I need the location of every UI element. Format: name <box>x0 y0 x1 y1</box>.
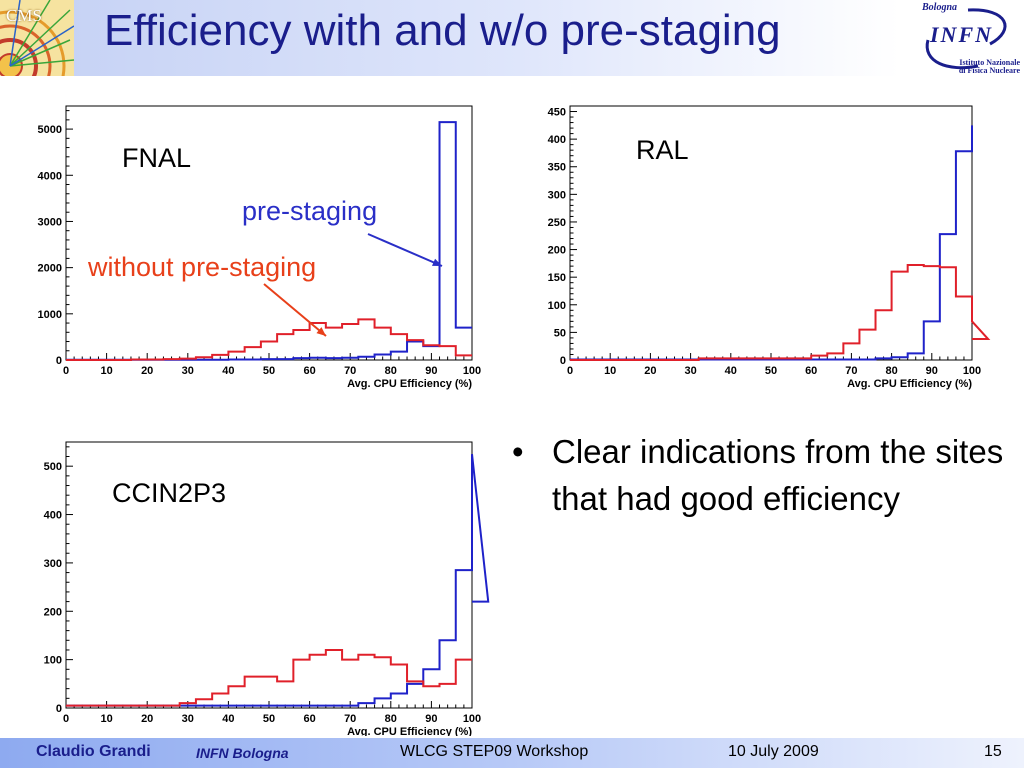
x-tick-label: 50 <box>263 713 275 725</box>
x-tick-label: 0 <box>63 713 69 725</box>
histogram-svg: 0 10 20 30 40 50 60 70 80 90 100 0 100 200 300 400 500 Av… <box>44 441 490 736</box>
y-tick-label: 0 <box>560 355 566 367</box>
y-tick-label: 400 <box>44 510 62 522</box>
x-tick-label: 90 <box>926 365 938 377</box>
y-tick-label: 150 <box>548 272 566 284</box>
x-axis-label: Avg. CPU Efficiency (%) <box>347 378 472 390</box>
x-tick-label: 10 <box>100 713 112 725</box>
footer-author: Claudio Grandi <box>36 743 151 760</box>
annotation-arrowhead <box>316 327 326 336</box>
y-tick-label: 5000 <box>38 124 62 136</box>
x-tick-label: 80 <box>385 365 397 377</box>
x-tick-label: 20 <box>141 365 153 377</box>
x-tick-label: 30 <box>684 365 696 377</box>
x-tick-label: 70 <box>344 365 356 377</box>
annotation-arrow <box>367 233 443 267</box>
plot-frame <box>569 105 973 361</box>
x-axis-label: Avg. CPU Efficiency (%) <box>847 378 972 390</box>
x-tick-label: 60 <box>805 365 817 377</box>
annotation-arrow <box>263 283 327 337</box>
x-tick-label: 60 <box>303 365 315 377</box>
footer-institution: INFN Bologna <box>196 745 289 761</box>
x-tick-label: 10 <box>100 365 112 377</box>
x-tick-label: 10 <box>604 365 616 377</box>
x-tick-label: 0 <box>63 365 69 377</box>
slide-title: Efficiency with and w/o pre-staging <box>104 6 781 55</box>
x-tick-label: 70 <box>344 713 356 725</box>
x-tick-label: 60 <box>303 713 315 725</box>
x-tick-label: 90 <box>425 365 437 377</box>
y-tick-label: 1000 <box>38 309 62 321</box>
y-tick-label: 500 <box>44 461 62 473</box>
y-tick-label: 0 <box>56 703 62 715</box>
bullet-list: • Clear indications from the sites that … <box>512 428 1012 522</box>
annotation-label: without pre-staging <box>87 252 316 282</box>
y-tick-label: 0 <box>56 355 62 367</box>
infn-logo-sub2: di Fisica Nucleare <box>958 66 1020 75</box>
x-tick-label: 50 <box>263 365 275 377</box>
x-tick-label: 0 <box>567 365 573 377</box>
cms-logo: CMS <box>0 0 74 76</box>
x-tick-label: 40 <box>222 365 234 377</box>
y-tick-label: 100 <box>548 300 566 312</box>
infn-logo: Bologna INFN Istituto Nazionale di Fisic… <box>918 0 1024 76</box>
x-tick-label: 70 <box>845 365 857 377</box>
bullet-dot: • <box>512 433 524 470</box>
y-tick-label: 200 <box>548 245 566 257</box>
infn-logo-arc-icon <box>925 8 1007 70</box>
x-tick-label: 30 <box>182 713 194 725</box>
cms-logo-text: CMS <box>6 6 42 25</box>
infn-logo-sub1: Istituto Nazionale <box>959 58 1020 67</box>
footer-date: 10 July 2009 <box>728 743 819 760</box>
x-tick-label: 40 <box>222 713 234 725</box>
x-tick-label: 100 <box>963 365 981 377</box>
y-tick-label: 400 <box>548 134 566 146</box>
y-tick-label: 350 <box>548 162 566 174</box>
x-tick-label: 100 <box>463 713 481 725</box>
series-line-without-pre-staging <box>66 648 472 707</box>
x-tick-label: 50 <box>765 365 777 377</box>
site-label: RAL <box>636 135 689 165</box>
footer-page-number: 15 <box>984 743 1002 760</box>
x-tick-label: 30 <box>182 365 194 377</box>
y-tick-label: 450 <box>548 107 566 119</box>
x-tick-label: 80 <box>885 365 897 377</box>
y-tick-label: 100 <box>44 655 62 667</box>
y-tick-label: 3000 <box>38 216 62 228</box>
plot-frame <box>65 105 473 361</box>
y-tick-label: 4000 <box>38 170 62 182</box>
series-line-without-pre-staging <box>570 264 991 361</box>
fnal-histogram: 0 10 20 30 40 50 60 70 80 90 100 0 1000 2000 3000 4000 5… <box>14 92 504 392</box>
slide-footer: Claudio Grandi INFN Bologna WLCG STEP09 … <box>0 738 1024 768</box>
series-line-without-pre-staging <box>66 318 472 361</box>
slide-header: CMS Efficiency with and w/o pre-staging … <box>0 0 1024 76</box>
x-tick-label: 40 <box>725 365 737 377</box>
y-tick-label: 300 <box>44 558 62 570</box>
y-tick-label: 2000 <box>38 263 62 275</box>
x-tick-label: 80 <box>385 713 397 725</box>
histogram-svg: 0 10 20 30 40 50 60 70 80 90 100 0 50 100 150 200 250 300… <box>548 105 991 390</box>
y-tick-label: 50 <box>554 327 566 339</box>
site-label: CCIN2P3 <box>112 478 226 508</box>
annotation-label: pre-staging <box>242 196 377 226</box>
histogram-svg: 0 10 20 30 40 50 60 70 80 90 100010002000300040005… <box>38 105 481 390</box>
y-tick-label: 200 <box>44 606 62 618</box>
x-axis-label: Avg. CPU Efficiency (%) <box>347 726 472 736</box>
x-tick-label: 20 <box>141 713 153 725</box>
site-label: FNAL <box>122 143 191 173</box>
ral-histogram: 0 10 20 30 40 50 60 70 80 90 100 0 50 100 150 200 250 300… <box>518 92 998 392</box>
y-tick-label: 300 <box>548 189 566 201</box>
ccin2p3-histogram: 0 10 20 30 40 50 60 70 80 90 100 0 100 200 300 400 500 Av… <box>14 426 504 736</box>
x-tick-label: 20 <box>644 365 656 377</box>
footer-event: WLCG STEP09 Workshop <box>400 743 589 760</box>
annotation-arrowhead <box>432 258 442 266</box>
cms-logo-graphic <box>0 0 74 76</box>
bullet-item: Clear indications from the sites that ha… <box>552 433 1004 517</box>
x-tick-label: 100 <box>463 365 481 377</box>
x-tick-label: 90 <box>425 713 437 725</box>
infn-logo-name: INFN <box>930 22 994 47</box>
y-tick-label: 250 <box>548 217 566 229</box>
infn-logo-city: Bologna <box>922 2 958 13</box>
